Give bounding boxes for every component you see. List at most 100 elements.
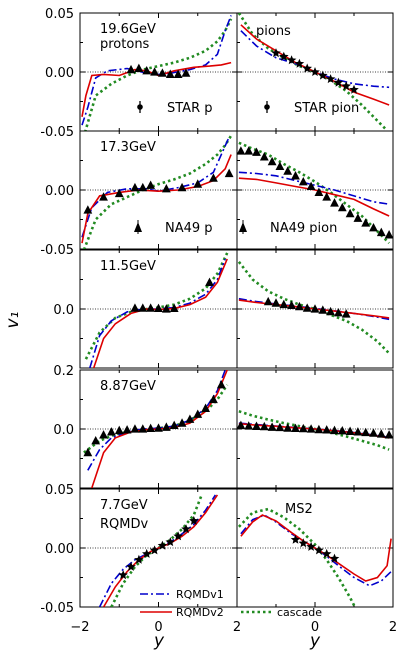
data-point-triangle bbox=[291, 171, 300, 180]
data-point-star bbox=[118, 570, 128, 580]
y-tick-label: 0.05 bbox=[45, 7, 74, 22]
data-point-triangle bbox=[279, 299, 289, 309]
data-point-star bbox=[134, 554, 144, 564]
data-point-star bbox=[189, 515, 199, 525]
data-point-triangle bbox=[271, 298, 281, 307]
data-point-triangle bbox=[114, 188, 124, 198]
y-tick-label: 0.05 bbox=[45, 483, 74, 498]
energy-label: 19.6GeV bbox=[100, 22, 156, 37]
data-point-star bbox=[318, 70, 328, 80]
model-label-rqmdv: RQMDv bbox=[100, 517, 148, 532]
data-point-triangle bbox=[146, 423, 156, 433]
y-tick-label: 0.00 bbox=[45, 66, 74, 81]
y-tick-label: -0.05 bbox=[40, 125, 74, 140]
series-cascade bbox=[237, 507, 357, 607]
data-point-triangle bbox=[322, 425, 332, 434]
data-point-triangle bbox=[209, 394, 218, 404]
data-point-triangle bbox=[330, 425, 339, 435]
panel-left bbox=[84, 252, 229, 368]
data-point-triangle bbox=[134, 63, 144, 73]
data-point-triangle bbox=[263, 296, 273, 306]
data-point-triangle bbox=[244, 146, 254, 155]
data-point-triangle bbox=[193, 409, 203, 418]
data-point-triangle bbox=[259, 421, 269, 431]
data-point-triangle bbox=[107, 427, 116, 436]
data-point-triangle bbox=[216, 379, 226, 389]
data-point-triangle bbox=[267, 422, 277, 431]
data-point-star bbox=[286, 55, 297, 65]
panel-row-17.3GeV: 0.00 -0.05 17.3GeV bbox=[40, 130, 394, 258]
energy-label: 17.3GeV bbox=[100, 140, 156, 155]
data-point-triangle bbox=[384, 430, 394, 439]
line-legend-label: RQMDv2 bbox=[176, 606, 224, 619]
data-point-triangle bbox=[126, 64, 136, 74]
panel-left bbox=[81, 135, 234, 249]
data-point-triangle bbox=[130, 303, 140, 312]
data-point-triangle bbox=[83, 205, 93, 214]
data-legend-star_pion: STAR pion bbox=[264, 101, 359, 116]
data-point-triangle bbox=[298, 423, 308, 433]
series-rqmdv1 bbox=[89, 258, 226, 368]
line-legend-label: cascade bbox=[277, 606, 322, 619]
y-tick-label: 0.0 bbox=[53, 303, 74, 318]
data-point-triangle bbox=[177, 182, 187, 192]
data-point-triangle bbox=[138, 303, 148, 312]
data-point-star bbox=[314, 545, 324, 555]
data-point-triangle bbox=[275, 422, 285, 432]
data-point-triangle bbox=[142, 66, 152, 75]
panels-group: 0.05 0.00 -0.05 19.6GeV 0.00 -0.05 17.3GeV 0.0 1… bbox=[40, 7, 397, 635]
data-point-triangle bbox=[298, 176, 308, 186]
y-tick-label: -0.05 bbox=[40, 243, 74, 258]
data-point-triangle bbox=[345, 426, 355, 435]
data-point-triangle bbox=[306, 181, 316, 191]
data-point-triangle bbox=[205, 277, 214, 287]
data-point-triangle bbox=[259, 152, 269, 161]
data-point-triangle bbox=[146, 303, 156, 312]
data-point-triangle bbox=[310, 304, 320, 313]
data-point-triangle bbox=[99, 430, 108, 439]
energy-label: 7.7GeV bbox=[100, 498, 148, 513]
panel-row-19.6GeV: 0.05 0.00 -0.05 19.6GeV bbox=[40, 7, 394, 140]
data-point-triangle bbox=[154, 303, 163, 313]
energy-label: 11.5GeV bbox=[100, 259, 156, 274]
panel-left bbox=[81, 15, 233, 131]
data-legend-label: NA49 p bbox=[165, 221, 213, 236]
data-point-star bbox=[173, 531, 183, 541]
data-point-triangle bbox=[244, 421, 254, 430]
series-rqmdv2 bbox=[238, 177, 390, 217]
data-point-triangle bbox=[326, 306, 335, 316]
data-point-triangle bbox=[161, 304, 171, 313]
data-point-triangle bbox=[114, 425, 124, 435]
data-point-triangle bbox=[91, 436, 101, 445]
panel-left bbox=[83, 370, 229, 488]
data-point-star bbox=[302, 63, 312, 73]
column-label-pions: pions bbox=[256, 24, 291, 39]
y-axis-title: v₁ bbox=[3, 312, 23, 329]
data-point-star bbox=[329, 553, 340, 563]
data-point-triangle bbox=[283, 166, 293, 175]
panel-row-11.5GeV: 0.0 11.5GeV bbox=[53, 249, 394, 369]
data-point-triangle bbox=[384, 230, 394, 239]
x-tick-label: 2 bbox=[389, 620, 397, 635]
data-point-triangle bbox=[322, 192, 332, 201]
y-tick-label: 0.0 bbox=[53, 423, 74, 438]
data-legend-label: NA49 pion bbox=[270, 221, 337, 236]
data-point-triangle bbox=[361, 218, 371, 227]
energy-label: 8.87GeV bbox=[100, 379, 156, 394]
model-label-ms2: MS2 bbox=[285, 502, 313, 517]
data-point-triangle bbox=[330, 198, 339, 207]
data-point-triangle bbox=[306, 424, 316, 433]
data-point-star bbox=[325, 74, 336, 84]
data-point-triangle bbox=[376, 429, 386, 438]
data-point-triangle bbox=[146, 180, 156, 189]
data-point-triangle bbox=[252, 147, 261, 156]
y-tick-label: 0.00 bbox=[45, 184, 74, 199]
data-point-star bbox=[149, 545, 160, 555]
data-point-triangle bbox=[224, 168, 234, 178]
panel-right bbox=[236, 141, 394, 245]
data-point-triangle bbox=[337, 425, 347, 435]
data-point-triangle bbox=[337, 202, 347, 212]
data-point-triangle bbox=[169, 420, 179, 430]
data-point-triangle bbox=[130, 424, 140, 433]
